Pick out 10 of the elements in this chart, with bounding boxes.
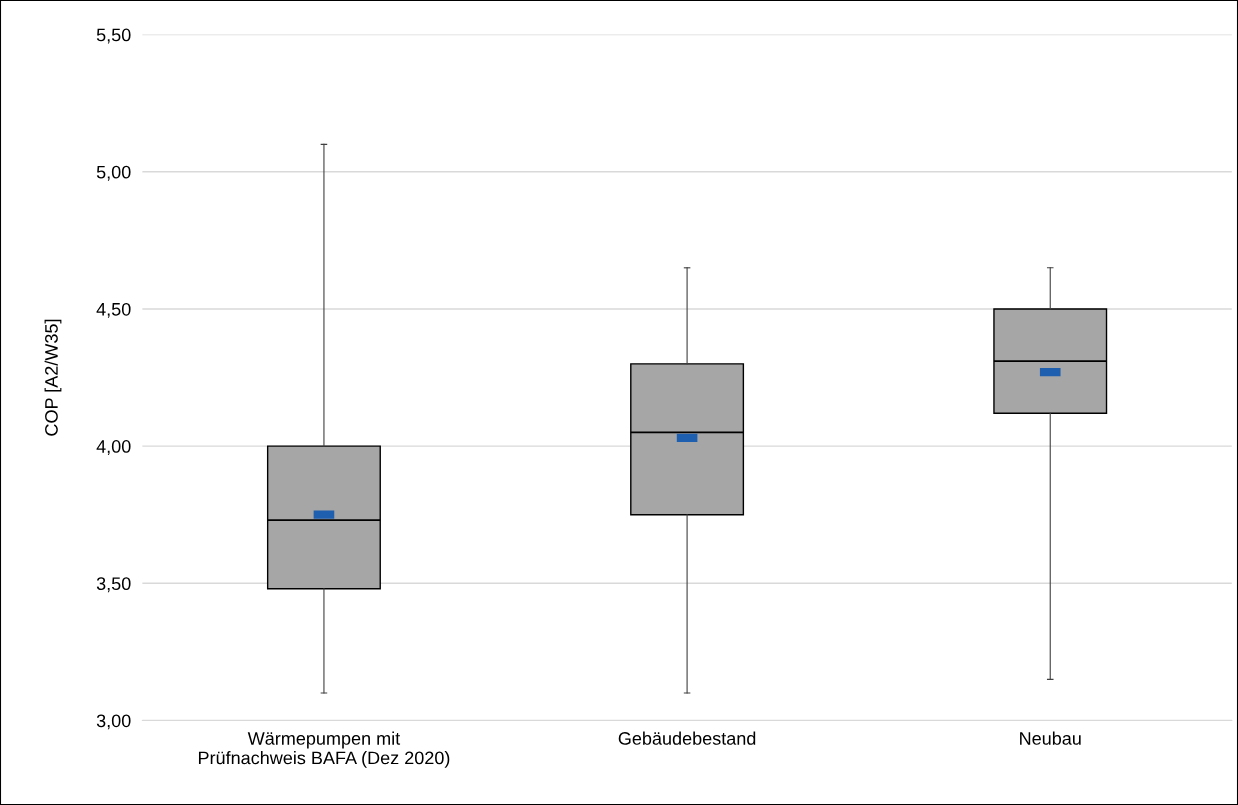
y-tick-label: 3,00 (96, 714, 131, 730)
y-tick-label: 5,50 (96, 28, 131, 44)
y-axis-title: COP [A2/W35] (44, 319, 62, 436)
x-tick-label: Gebäudebestand (618, 731, 756, 745)
x-tick-label: Neubau (1020, 731, 1081, 745)
y-tick-label: 4,00 (96, 440, 131, 455)
y-tick-label: 3,50 (96, 577, 131, 593)
x-tick-label: Wärmepumpen mit Prüfnachweis BAFA (Dez 2020) (198, 731, 450, 768)
y-tick-label: 5,00 (96, 165, 131, 181)
y-tick-label: 4,50 (96, 302, 131, 318)
